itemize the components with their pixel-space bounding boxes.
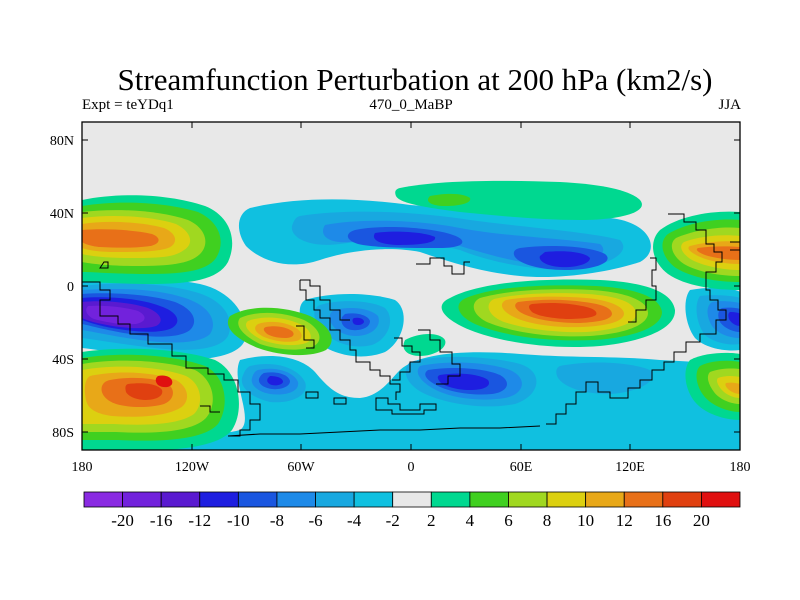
colorbar-label: -16	[150, 511, 173, 530]
colorbar-swatch	[315, 491, 355, 508]
lat-tick-label: 0	[67, 280, 74, 295]
colorbar-swatch	[122, 491, 162, 508]
colorbar-swatch	[701, 491, 741, 508]
colorbar-swatch	[430, 491, 471, 508]
colorbar-label: 12	[616, 511, 633, 530]
colorbar-swatch	[276, 491, 316, 508]
colorbar-swatch	[585, 491, 625, 508]
experiment-label: Expt = teYDq1	[82, 97, 174, 113]
colorbar-swatch	[662, 491, 702, 508]
lon-tick-label: 60W	[287, 460, 315, 475]
tick-marks	[81, 122, 741, 450]
colorbar-label: -6	[308, 511, 322, 530]
lat-tick-label: 40S	[52, 353, 74, 368]
colorbar-label: 6	[504, 511, 513, 530]
colorbar-swatch	[623, 491, 664, 508]
colorbar-swatch	[83, 491, 123, 508]
colorbar-swatch	[199, 491, 239, 508]
lon-tick-label: 120E	[615, 460, 645, 475]
lat-tick-label: 80S	[52, 426, 74, 441]
colorbar-label: -4	[347, 511, 362, 530]
colorbar-label: -8	[270, 511, 284, 530]
colorbar-label: 8	[543, 511, 552, 530]
coastline	[82, 213, 740, 437]
lat-tick-label: 80N	[50, 134, 74, 149]
lat-tick-label: 40N	[50, 207, 74, 222]
lon-tick-label: 0	[408, 460, 415, 475]
colorbar-swatch	[508, 491, 548, 508]
map-title: Streamfunction Perturbation at 200 hPa (…	[117, 62, 713, 97]
colorbar-swatch	[546, 491, 587, 508]
colorbar: -20 -16 -12 -10 -8 -6 -4 -2 2 4 6 8 10 12 16 20	[83, 491, 741, 530]
colorbar-label: 2	[427, 511, 436, 530]
colorbar-label: -20	[111, 511, 134, 530]
colorbar-swatch	[237, 491, 278, 508]
lon-tick-label: 180	[72, 460, 93, 475]
season-label: JJA	[718, 97, 741, 113]
colorbar-swatch	[353, 491, 394, 508]
colorbar-label: 10	[577, 511, 594, 530]
colorbar-label: -12	[188, 511, 211, 530]
colorbar-label: 16	[654, 511, 671, 530]
lon-tick-label: 120W	[175, 460, 210, 475]
contour-field	[82, 180, 740, 450]
colorbar-label: -10	[227, 511, 250, 530]
lon-tick-label: 60E	[510, 460, 533, 475]
colorbar-label: 20	[693, 511, 710, 530]
colorbar-swatch	[469, 491, 509, 508]
colorbar-swatch	[160, 491, 201, 508]
colorbar-swatch	[392, 491, 432, 508]
colorbar-label: 4	[466, 511, 475, 530]
period-label: 470_0_MaBP	[369, 97, 453, 113]
lon-tick-label: 180	[730, 460, 751, 475]
colorbar-label: -2	[386, 511, 400, 530]
